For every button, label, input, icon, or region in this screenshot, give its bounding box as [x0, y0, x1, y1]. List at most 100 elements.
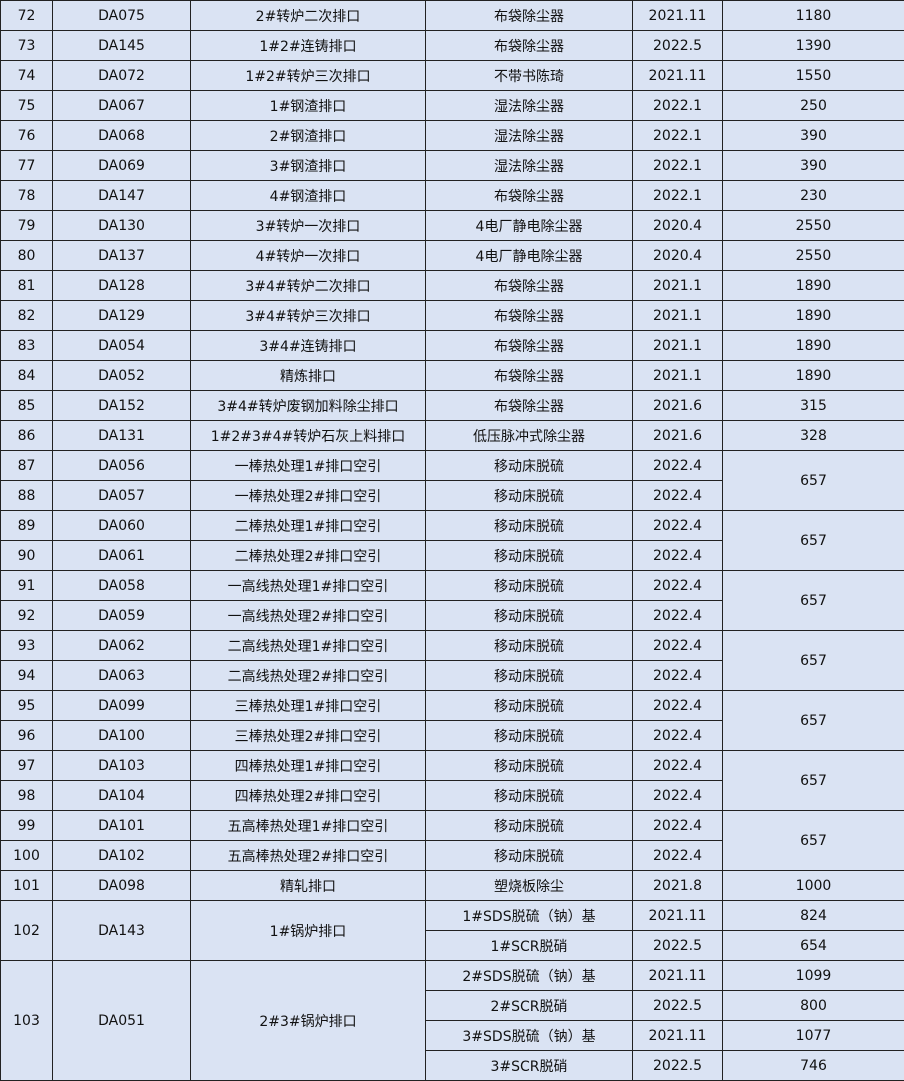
cell-method: 布袋除尘器	[425, 330, 633, 361]
cell-date: 2021.1	[632, 270, 723, 301]
cell-outlet: 二高线热处理2#排口空引	[190, 660, 426, 691]
table-row: 92 DA059 一高线热处理2#排口空引 移动床脱硫 2022.4	[0, 600, 904, 631]
cell-code: DA129	[52, 300, 191, 331]
cell-date: 2022.4	[632, 630, 723, 661]
cell-no: 102	[0, 900, 53, 961]
cell-method: 2#SDS脱硫（钠）基	[425, 960, 633, 991]
cell-code: DA067	[52, 90, 191, 121]
cell-value: 657	[722, 810, 904, 871]
cell-method: 移动床脱硫	[425, 840, 633, 871]
cell-method: 湿法除尘器	[425, 120, 633, 151]
cell-method: 布袋除尘器	[425, 300, 633, 331]
cell-date: 2022.1	[632, 150, 723, 181]
cell-value: 1890	[722, 360, 904, 391]
cell-outlet: 1#锅炉排口	[190, 900, 426, 961]
table-row: 91 DA058 一高线热处理1#排口空引 移动床脱硫 2022.4 657	[0, 570, 904, 631]
cell-no: 91	[0, 570, 53, 601]
table-row: 3#SCR脱硝 2022.5 746	[1, 1050, 904, 1081]
cell-no: 103	[0, 960, 53, 1081]
cell-code: DA056	[52, 450, 191, 481]
cell-date: 2022.5	[632, 930, 723, 961]
cell-outlet: 2#钢渣排口	[190, 120, 426, 151]
cell-code: DA063	[52, 660, 191, 691]
cell-no: 87	[0, 450, 53, 481]
cell-method: 移动床脱硫	[425, 810, 633, 841]
cell-value: 390	[722, 150, 904, 181]
cell-code: DA051	[52, 960, 191, 1081]
cell-no: 79	[0, 210, 53, 241]
table-row: 83 DA054 3#4#连铸排口 布袋除尘器 2021.1 1890	[0, 330, 904, 361]
cell-method: 移动床脱硫	[425, 510, 633, 541]
cell-date: 2022.4	[632, 570, 723, 601]
cell-date: 2022.5	[632, 990, 723, 1021]
cell-value: 2550	[722, 240, 904, 271]
cell-no: 86	[0, 420, 53, 451]
cell-code: DA068	[52, 120, 191, 151]
cell-no: 84	[0, 360, 53, 391]
cell-method: 3#SDS脱硫（钠）基	[425, 1020, 633, 1051]
table-row: 85 DA152 3#4#转炉废钢加料除尘排口 布袋除尘器 2021.6 315	[0, 390, 904, 421]
cell-date: 2022.4	[632, 600, 723, 631]
table-row: 96 DA100 三棒热处理2#排口空引 移动床脱硫 2022.4	[0, 720, 904, 751]
cell-no: 73	[0, 30, 53, 61]
cell-date: 2021.11	[632, 960, 723, 991]
table-row: 99 DA101 五高棒热处理1#排口空引 移动床脱硫 2022.4 657	[0, 810, 904, 871]
cell-date: 2021.11	[632, 900, 723, 931]
cell-date: 2022.4	[632, 690, 723, 721]
cell-method: 塑烧板除尘	[425, 870, 633, 901]
cell-method: 移动床脱硫	[425, 480, 633, 511]
cell-method: 布袋除尘器	[425, 180, 633, 211]
table-row: 101 DA098 精轧排口 塑烧板除尘 2021.8 1000	[0, 870, 904, 901]
cell-no: 80	[0, 240, 53, 271]
cell-method: 1#SDS脱硫（钠）基	[425, 900, 633, 931]
cell-date: 2021.6	[632, 420, 723, 451]
cell-outlet: 3#4#转炉二次排口	[190, 270, 426, 301]
cell-value: 1550	[722, 60, 904, 91]
cell-method: 低压脉冲式除尘器	[425, 420, 633, 451]
cell-outlet: 四棒热处理2#排口空引	[190, 780, 426, 811]
cell-method: 移动床脱硫	[425, 720, 633, 751]
cell-method: 湿法除尘器	[425, 90, 633, 121]
cell-value: 328	[722, 420, 904, 451]
cell-no: 99	[0, 810, 53, 841]
cell-date: 2022.4	[632, 840, 723, 871]
cell-code: DA059	[52, 600, 191, 631]
table-row: 87 DA056 一棒热处理1#排口空引 移动床脱硫 2022.4 657	[0, 450, 904, 511]
cell-date: 2021.6	[632, 390, 723, 421]
cell-code: DA058	[52, 570, 191, 601]
cell-outlet: 五高棒热处理1#排口空引	[190, 810, 426, 841]
cell-no: 85	[0, 390, 53, 421]
cell-outlet: 三棒热处理1#排口空引	[190, 690, 426, 721]
cell-outlet: 3#转炉一次排口	[190, 210, 426, 241]
cell-date: 2022.4	[632, 480, 723, 511]
table-row: 93 DA062 二高线热处理1#排口空引 移动床脱硫 2022.4 657	[0, 630, 904, 691]
table-row: 95 DA099 三棒热处理1#排口空引 移动床脱硫 2022.4 657	[0, 690, 904, 751]
cell-no: 94	[0, 660, 53, 691]
cell-value: 1890	[722, 300, 904, 331]
cell-no: 96	[0, 720, 53, 751]
cell-outlet: 4#钢渣排口	[190, 180, 426, 211]
cell-outlet: 1#钢渣排口	[190, 90, 426, 121]
cell-no: 100	[0, 840, 53, 871]
table-row: 75 DA067 1#钢渣排口 湿法除尘器 2022.1 250	[0, 90, 904, 121]
cell-value: 657	[722, 750, 904, 811]
cell-no: 75	[0, 90, 53, 121]
cell-value: 746	[722, 1050, 904, 1081]
table-row: 88 DA057 一棒热处理2#排口空引 移动床脱硫 2022.4	[0, 480, 904, 511]
cell-outlet: 一棒热处理1#排口空引	[190, 450, 426, 481]
cell-date: 2022.4	[632, 450, 723, 481]
table-row: 84 DA052 精炼排口 布袋除尘器 2021.1 1890	[0, 360, 904, 391]
cell-date: 2022.4	[632, 780, 723, 811]
cell-value: 657	[722, 570, 904, 631]
cell-method: 4电厂静电除尘器	[425, 210, 633, 241]
cell-method: 布袋除尘器	[425, 30, 633, 61]
cell-code: DA054	[52, 330, 191, 361]
cell-code: DA057	[52, 480, 191, 511]
cell-date: 2022.4	[632, 810, 723, 841]
cell-code: DA069	[52, 150, 191, 181]
cell-value: 1890	[722, 330, 904, 361]
cell-value: 1390	[722, 30, 904, 61]
cell-code: DA075	[52, 0, 191, 31]
cell-date: 2021.1	[632, 300, 723, 331]
cell-method: 布袋除尘器	[425, 360, 633, 391]
